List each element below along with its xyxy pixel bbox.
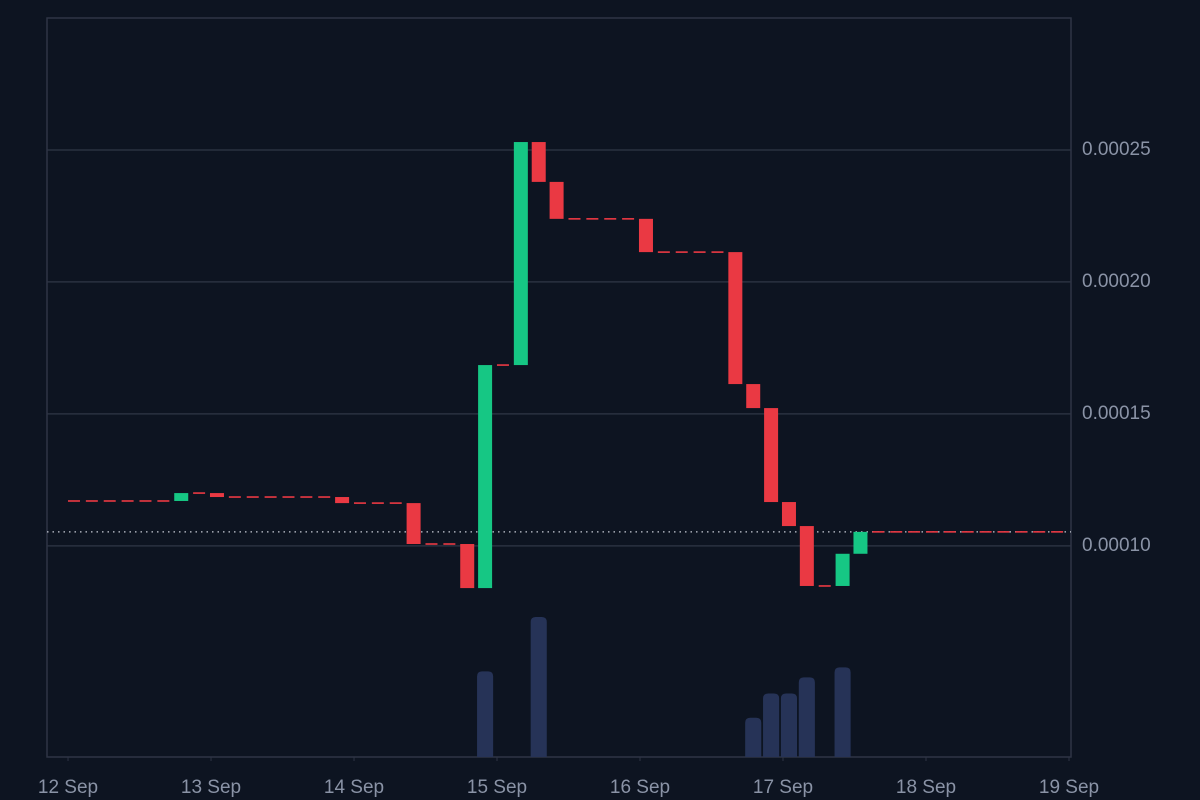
candle-body bbox=[961, 531, 974, 533]
candle-body bbox=[121, 500, 134, 502]
candle-body bbox=[139, 500, 152, 502]
candle-body bbox=[711, 251, 724, 253]
x-tick-label: 18 Sep bbox=[896, 777, 956, 798]
candle-body bbox=[531, 142, 546, 182]
candle-body bbox=[925, 531, 938, 533]
candle-body bbox=[228, 496, 241, 498]
x-tick-label: 15 Sep bbox=[467, 777, 527, 798]
candle-body bbox=[890, 531, 903, 533]
candle-body bbox=[1051, 531, 1064, 533]
candle-body bbox=[371, 502, 384, 504]
volume-bar bbox=[763, 693, 780, 757]
candle-body bbox=[675, 251, 688, 253]
candle-body bbox=[406, 503, 421, 545]
candle-body bbox=[157, 500, 170, 502]
candle-body bbox=[853, 531, 868, 554]
candle-body bbox=[1033, 531, 1046, 533]
candle-body bbox=[908, 531, 921, 533]
candle-body bbox=[496, 364, 509, 366]
candle-body bbox=[604, 218, 617, 220]
volume-bar bbox=[530, 617, 547, 757]
volume-bar bbox=[798, 677, 815, 757]
x-tick-label: 12 Sep bbox=[38, 777, 98, 798]
candle-body bbox=[209, 493, 224, 498]
y-tick-label: 0.00010 bbox=[1082, 535, 1151, 556]
candle-body bbox=[997, 531, 1010, 533]
plot-frame bbox=[46, 17, 1072, 758]
candle-body bbox=[353, 502, 366, 504]
candle-body bbox=[389, 502, 402, 504]
x-tick-label: 13 Sep bbox=[181, 777, 241, 798]
x-tick-label: 19 Sep bbox=[1039, 777, 1099, 798]
candle-body bbox=[622, 218, 635, 220]
candle-body bbox=[335, 497, 350, 504]
candle-body bbox=[425, 543, 438, 545]
candle-body bbox=[943, 531, 956, 533]
candle-body bbox=[638, 218, 653, 253]
candle-body bbox=[799, 526, 814, 586]
y-tick-label: 0.00025 bbox=[1082, 139, 1151, 160]
candle-body bbox=[282, 496, 295, 498]
candle-body bbox=[246, 496, 259, 498]
x-tick-label: 14 Sep bbox=[324, 777, 384, 798]
candle-body bbox=[67, 500, 80, 502]
volume-bar bbox=[477, 671, 494, 757]
x-tick-label: 16 Sep bbox=[610, 777, 670, 798]
candle-body bbox=[549, 181, 564, 219]
candle-body bbox=[818, 585, 831, 587]
y-tick-label: 0.00015 bbox=[1082, 403, 1151, 424]
candle-body bbox=[318, 496, 331, 498]
candle-body bbox=[460, 544, 475, 589]
candle-body bbox=[443, 543, 456, 545]
candle-body bbox=[193, 492, 206, 494]
candle-body bbox=[781, 502, 796, 527]
candle-body bbox=[872, 531, 885, 533]
candle-body bbox=[835, 553, 850, 586]
candle-body bbox=[693, 251, 706, 253]
volume-bar bbox=[745, 717, 762, 757]
candle-body bbox=[478, 365, 493, 589]
candle-body bbox=[728, 252, 743, 385]
x-tick-label: 17 Sep bbox=[753, 777, 813, 798]
candle-body bbox=[300, 496, 313, 498]
candle-body bbox=[764, 408, 779, 503]
candle-body bbox=[1015, 531, 1028, 533]
candle-body bbox=[657, 251, 670, 253]
candle-body bbox=[513, 142, 528, 366]
candle-body bbox=[264, 496, 277, 498]
volume-bar bbox=[780, 693, 798, 757]
volume-bar bbox=[834, 667, 851, 757]
candle-body bbox=[103, 500, 116, 502]
candle-body bbox=[568, 218, 581, 220]
candle-body bbox=[746, 384, 761, 409]
candle-body bbox=[979, 531, 992, 533]
candle-body bbox=[586, 218, 599, 220]
candle-body bbox=[174, 493, 189, 501]
y-tick-label: 0.00020 bbox=[1082, 271, 1151, 292]
candle-body bbox=[85, 500, 98, 502]
